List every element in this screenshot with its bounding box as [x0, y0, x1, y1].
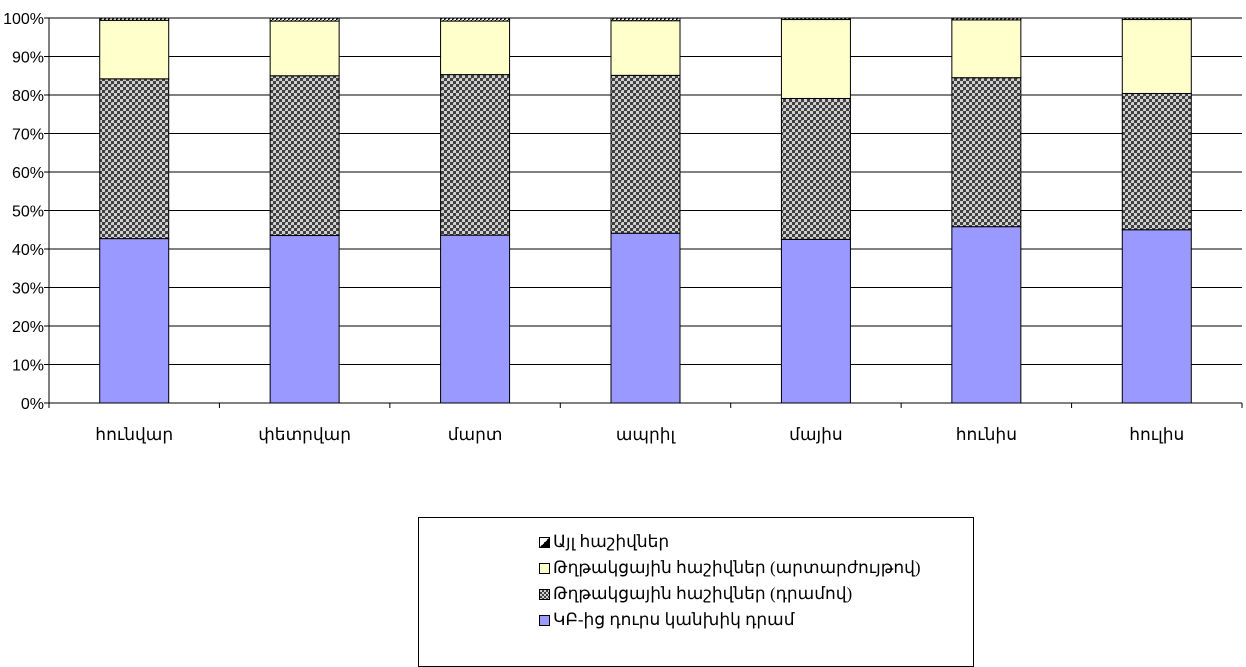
y-tick-label: 0%	[21, 396, 44, 413]
bar-segment-4	[269, 17, 340, 22]
legend-item: Թղթակցային հաշիվներ (դրամով)	[539, 582, 852, 606]
legend: Այլ հաշիվներ Թղթակցային հաշիվներ (արտարժո…	[418, 517, 974, 667]
y-tick-label: 60%	[12, 165, 44, 182]
y-tick-label: 20%	[12, 319, 44, 336]
bar-segment-3	[99, 19, 170, 80]
bar-segment-1	[780, 238, 851, 404]
legend-item: ԿԲ-ից դուրս կանխիկ դրամ	[539, 608, 795, 632]
legend-label: Թղթակցային հաշիվներ (արտարժույթով)	[553, 558, 921, 577]
bar-segment-4	[99, 17, 170, 21]
bar-segment-4	[610, 17, 681, 22]
bar-segment-1	[269, 235, 340, 404]
bar-segment-2	[951, 77, 1022, 228]
y-tick-label: 10%	[12, 358, 44, 375]
y-tick-label: 90%	[12, 50, 44, 67]
x-tick-label: մայիս	[789, 425, 843, 444]
x-tick-label: հունվար	[95, 425, 173, 444]
bar-segment-4	[1121, 17, 1192, 21]
legend-item: Թղթակցային հաշիվներ (արտարժույթով)	[539, 556, 921, 580]
bar-segment-2	[440, 74, 511, 236]
y-tick-label: 80%	[12, 88, 44, 105]
bar-segment-3	[780, 19, 851, 99]
bar-segment-2	[269, 75, 340, 237]
bar-segment-1	[99, 238, 170, 404]
stacked-bar-chart: 0% 10% 20% 30% 40% 50% 60% 70% 80% 90% 100% հունվար…	[3, 11, 1243, 444]
x-tick-label: հուլիս	[1129, 425, 1184, 444]
bar-segment-3	[269, 20, 340, 77]
axes: 0% 10% 20% 30% 40% 50% 60% 70% 80% 90% 100% հունվար…	[3, 11, 1243, 444]
y-tick-label: 100%	[3, 11, 44, 28]
legend-label: ԿԲ-ից դուրս կանխիկ դրամ	[553, 610, 795, 629]
bar-segment-2	[1121, 92, 1192, 231]
legend-swatch	[539, 588, 550, 600]
legend-label: Այլ հաշիվներ	[553, 532, 670, 551]
x-tick-label: մարտ	[448, 425, 503, 444]
bar-segment-1	[440, 234, 511, 404]
y-tick-label: 70%	[12, 127, 44, 144]
y-tick-label: 40%	[12, 242, 44, 259]
bar-segment-4	[440, 17, 511, 22]
bars	[99, 17, 1192, 404]
bar-segment-2	[610, 74, 681, 234]
legend-item: Այլ հաշիվներ	[539, 530, 669, 554]
bar-segment-3	[610, 20, 681, 76]
y-tick-label: 50%	[12, 204, 44, 221]
x-tick-label: հունիս	[956, 425, 1017, 444]
bar-segment-3	[1121, 19, 1192, 94]
bar-segment-1	[951, 226, 1022, 404]
x-tick-label: ապրիլ	[616, 425, 677, 444]
bar-segment-1	[610, 232, 681, 404]
bar-segment-4	[951, 17, 1022, 21]
y-tick-label: 30%	[12, 281, 44, 298]
legend-swatch	[539, 562, 550, 574]
bar-segment-2	[780, 97, 851, 240]
legend-swatch	[539, 614, 550, 626]
bar-segment-3	[440, 20, 511, 76]
legend-swatch	[539, 536, 550, 548]
x-tick-label: փետրվար	[258, 425, 351, 444]
bar-segment-1	[1121, 229, 1192, 404]
bar-segment-3	[951, 19, 1022, 79]
bar-segment-4	[780, 17, 851, 21]
legend-label: Թղթակցային հաշիվներ (դրամով)	[553, 584, 853, 603]
bar-segment-2	[99, 78, 170, 240]
